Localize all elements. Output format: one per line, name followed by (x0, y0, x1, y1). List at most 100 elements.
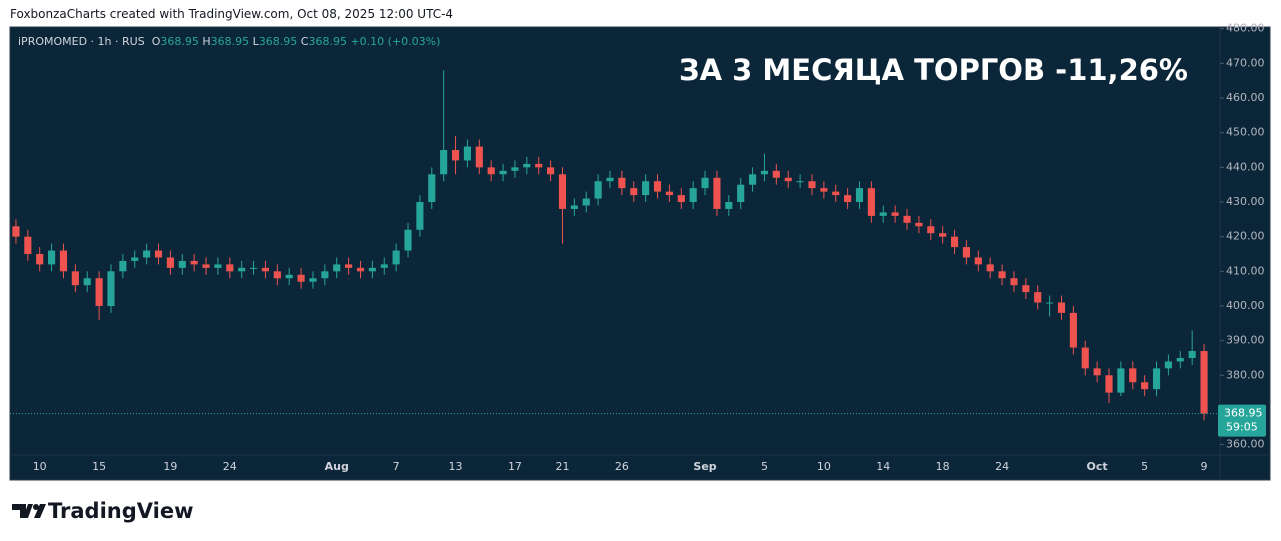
candle-body (1081, 347, 1089, 369)
candle-body (701, 177, 709, 189)
candle-body (1200, 351, 1208, 414)
candle-body (1129, 368, 1137, 383)
candle-body (820, 188, 828, 192)
candle-body (1141, 382, 1149, 390)
brand: TradingView (48, 499, 194, 523)
candle-body (1188, 351, 1196, 358)
candle-body (1176, 357, 1184, 362)
y-tick-label: 400.00 (1226, 299, 1265, 312)
candle-body (558, 174, 567, 209)
candle-body (570, 205, 578, 209)
candle-body (594, 181, 602, 199)
x-tick-label: 10 (817, 460, 831, 473)
x-tick-label: Aug (325, 460, 349, 473)
candle-body (653, 181, 662, 192)
candle-body (48, 250, 56, 265)
candle-body (844, 195, 852, 203)
candle-body (83, 278, 91, 286)
candle-body (642, 181, 650, 196)
legend-value: 368.95 (308, 35, 347, 48)
y-tick-label: 460.00 (1226, 91, 1265, 104)
candle-body (1105, 375, 1113, 393)
x-tick-label: 5 (1141, 460, 1148, 473)
candle-body (1093, 368, 1101, 376)
candle-body (475, 146, 483, 168)
candle-body (665, 191, 673, 196)
candle-body (760, 170, 769, 175)
x-tick-label: Sep (693, 460, 716, 473)
candle-body (202, 264, 210, 268)
candle-body (95, 278, 103, 306)
candle-body (796, 181, 804, 183)
legend-value: 368.95 (160, 35, 199, 48)
x-tick-label: Oct (1087, 460, 1108, 473)
candle-body (321, 271, 329, 279)
legend-label: L (252, 35, 259, 48)
last-price-label: 368.95 (1224, 407, 1263, 420)
y-tick-label: 480.00 (1226, 22, 1265, 35)
x-tick-label: 15 (92, 460, 106, 473)
candle-body (238, 267, 246, 272)
y-tick-label: 430.00 (1226, 195, 1265, 208)
header-text: FoxbonzaCharts created with TradingView.… (10, 7, 454, 21)
legend-change: +0.10 (+0.03%) (350, 35, 441, 48)
candle-body (154, 250, 163, 258)
candle-body (879, 212, 887, 216)
candle-body (772, 170, 780, 178)
candle-body (12, 226, 20, 237)
candle-body (297, 274, 305, 282)
tv-logo (12, 504, 46, 518)
candle-body (440, 150, 448, 175)
symbol: iPROMOMED · 1h · RUS (18, 35, 145, 48)
candle-body (214, 264, 222, 268)
candle-body (974, 257, 982, 265)
candle-body (927, 226, 935, 234)
candle-body (59, 250, 68, 272)
candle-body (784, 177, 792, 182)
candle-body (962, 247, 970, 258)
candle-body (451, 150, 460, 161)
candle-body (356, 267, 365, 272)
candle-body (749, 174, 757, 185)
candle-body (1057, 302, 1066, 313)
candle-body (1164, 361, 1172, 369)
candle-body (368, 267, 376, 272)
x-tick-label: 7 (393, 460, 400, 473)
candle-body (345, 264, 353, 268)
candle-body (891, 212, 899, 216)
candle-body (404, 229, 412, 251)
y-tick-label: 450.00 (1226, 126, 1265, 139)
candle-body (737, 184, 745, 203)
x-tick-label: 24 (995, 460, 1009, 473)
legend-label: O (151, 35, 161, 48)
x-tick-label: 18 (936, 460, 950, 473)
y-tick-label: 390.00 (1226, 334, 1265, 347)
candle-body (273, 271, 281, 279)
candle-body (867, 188, 875, 216)
candle-body (178, 260, 186, 268)
candle-body (618, 177, 626, 189)
candle-body (523, 163, 531, 168)
x-tick-label: 5 (761, 460, 768, 473)
candle-body (166, 257, 174, 268)
candle-body (285, 274, 293, 279)
candle-body (832, 191, 840, 196)
candle-body (428, 174, 436, 203)
candle-body (986, 264, 994, 272)
candle-body (380, 264, 388, 268)
candle-body (226, 264, 234, 272)
countdown-label: 59:05 (1226, 421, 1258, 434)
candle-body (677, 195, 685, 203)
candle-body (1046, 302, 1054, 304)
candle-body (392, 250, 400, 265)
candle-body (119, 260, 127, 272)
x-tick-label: 13 (449, 460, 463, 473)
y-tick-label: 470.00 (1226, 56, 1265, 69)
candle-body (713, 177, 721, 209)
candle-body (333, 264, 341, 272)
legend-value: 368.95 (258, 35, 298, 48)
candle-body (903, 215, 911, 223)
candle-body (1010, 278, 1018, 286)
candle-body (606, 177, 614, 182)
